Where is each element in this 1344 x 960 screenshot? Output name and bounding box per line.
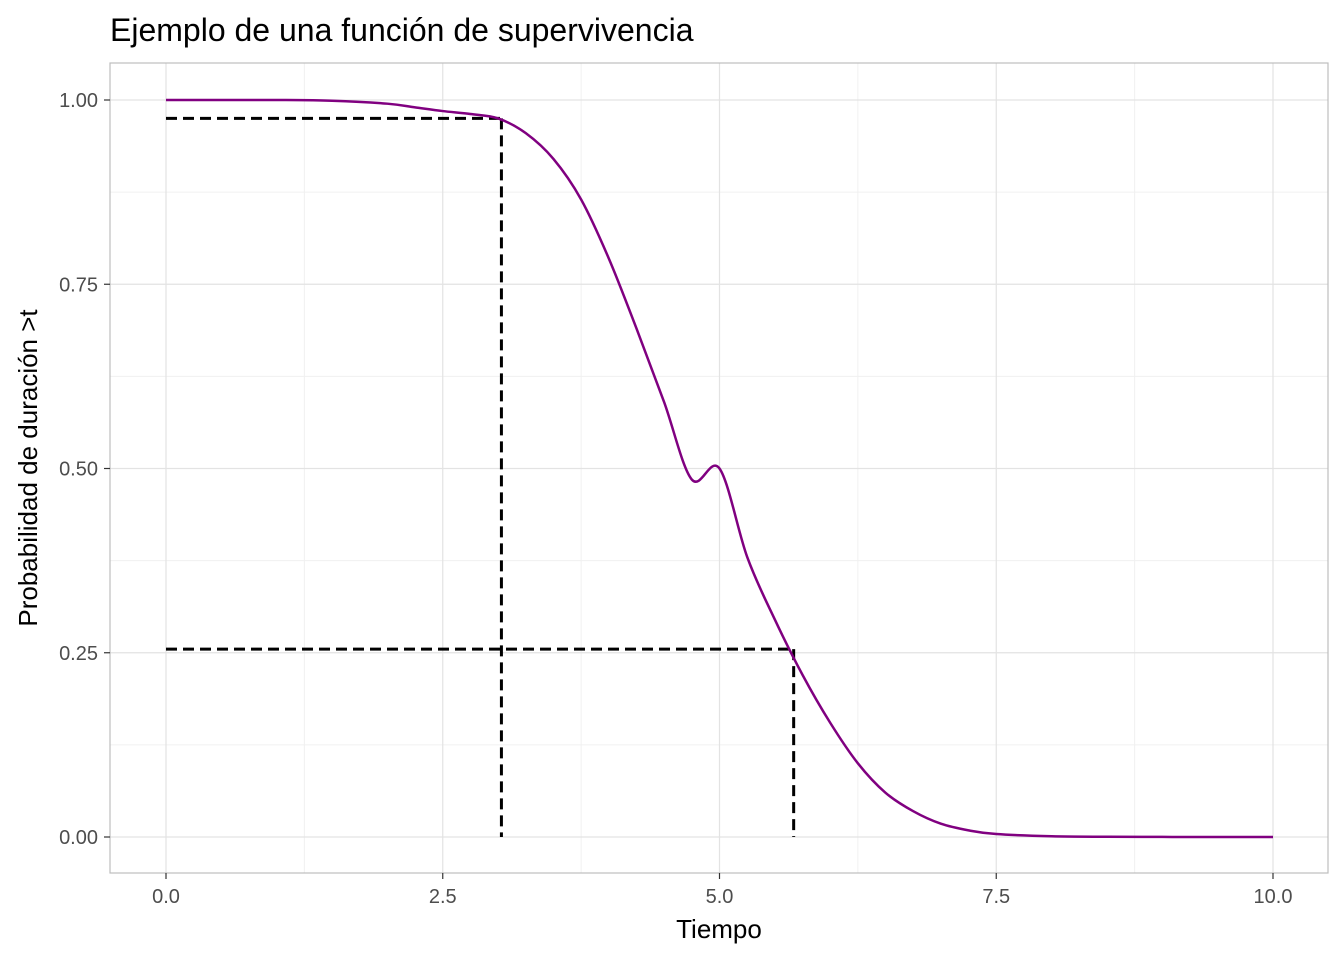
- y-tick-label: 0.50: [59, 459, 98, 481]
- plot-panel: [109, 62, 1329, 874]
- survival-curve: [166, 98, 1274, 839]
- x-axis-ticks: 0.0 2.5 5.0 7.5 10.0: [152, 873, 1292, 908]
- y-tick-label: 0.00: [59, 827, 98, 849]
- x-tick-label: 2.5: [429, 886, 457, 908]
- y-axis-title: Probabilidad de duración >t: [13, 309, 43, 627]
- y-tick-label: 0.75: [59, 274, 98, 296]
- x-tick-label: 0.0: [152, 886, 180, 908]
- y-tick-label: 0.25: [59, 643, 98, 665]
- x-tick-label: 10.0: [1254, 886, 1293, 908]
- y-axis-ticks: 0.00 0.25 0.50 0.75 1.00: [59, 90, 110, 849]
- x-tick-label: 7.5: [982, 886, 1010, 908]
- x-axis-title: Tiempo: [676, 914, 762, 944]
- y-tick-label: 1.00: [59, 90, 98, 112]
- chart-title: Ejemplo de una función de supervivencia: [110, 12, 694, 48]
- reference-lines: [166, 116, 796, 837]
- x-tick-label: 5.0: [706, 886, 734, 908]
